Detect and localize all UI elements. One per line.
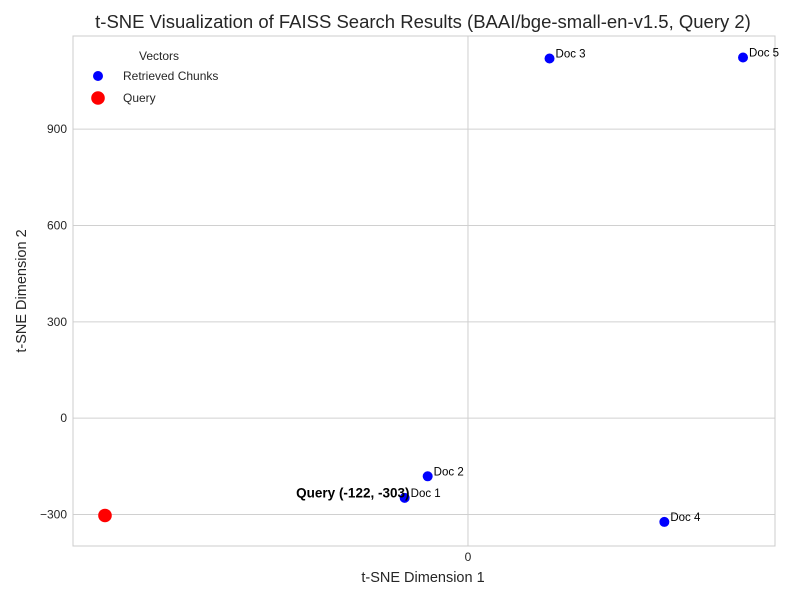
point-label: Doc 4: [670, 512, 701, 524]
chart-title: t-SNE Visualization of FAISS Search Resu…: [95, 11, 751, 32]
legend-entry-label: Retrieved Chunks: [123, 69, 218, 83]
legend: Vectors Retrieved Chunks Query: [91, 49, 218, 105]
point-labels: Doc 1 Doc 2 Doc 3 Doc 4 Doc 5: [411, 48, 779, 524]
y-tick-label: 900: [47, 122, 67, 136]
data-points: [98, 52, 749, 527]
legend-marker-retrieved: [93, 71, 103, 81]
query-point: [98, 508, 112, 523]
legend-title: Vectors: [139, 49, 179, 63]
retrieved-chunk-point: [659, 516, 670, 527]
annotations: Query (-122, -303): [296, 486, 409, 501]
tick-labels: 0 −300 0 300 600 900: [40, 122, 472, 564]
plot-frame: [72, 35, 776, 547]
retrieved-chunk-point: [544, 53, 555, 64]
retrieved-chunk-point: [422, 471, 433, 482]
x-axis-label: t-SNE Dimension 1: [361, 570, 484, 586]
y-tick-label: 300: [47, 315, 67, 329]
grid-lines: [73, 36, 775, 546]
retrieved-chunk-point: [738, 52, 749, 63]
legend-marker-query: [91, 91, 105, 105]
point-label: Doc 3: [556, 48, 586, 60]
x-tick-label: 0: [465, 550, 472, 564]
y-axis-label: t-SNE Dimension 2: [14, 229, 30, 352]
retrieved-chunk-point: [399, 492, 410, 503]
point-label: Doc 2: [434, 466, 464, 478]
query-annotation: Query (-122, -303): [296, 486, 409, 501]
y-tick-label: 600: [47, 218, 67, 232]
y-tick-label: 0: [60, 411, 67, 425]
point-label: Doc 5: [749, 48, 779, 60]
point-label: Doc 1: [411, 488, 441, 500]
legend-entry-label: Query: [123, 91, 156, 105]
y-tick-label: −300: [40, 508, 67, 522]
